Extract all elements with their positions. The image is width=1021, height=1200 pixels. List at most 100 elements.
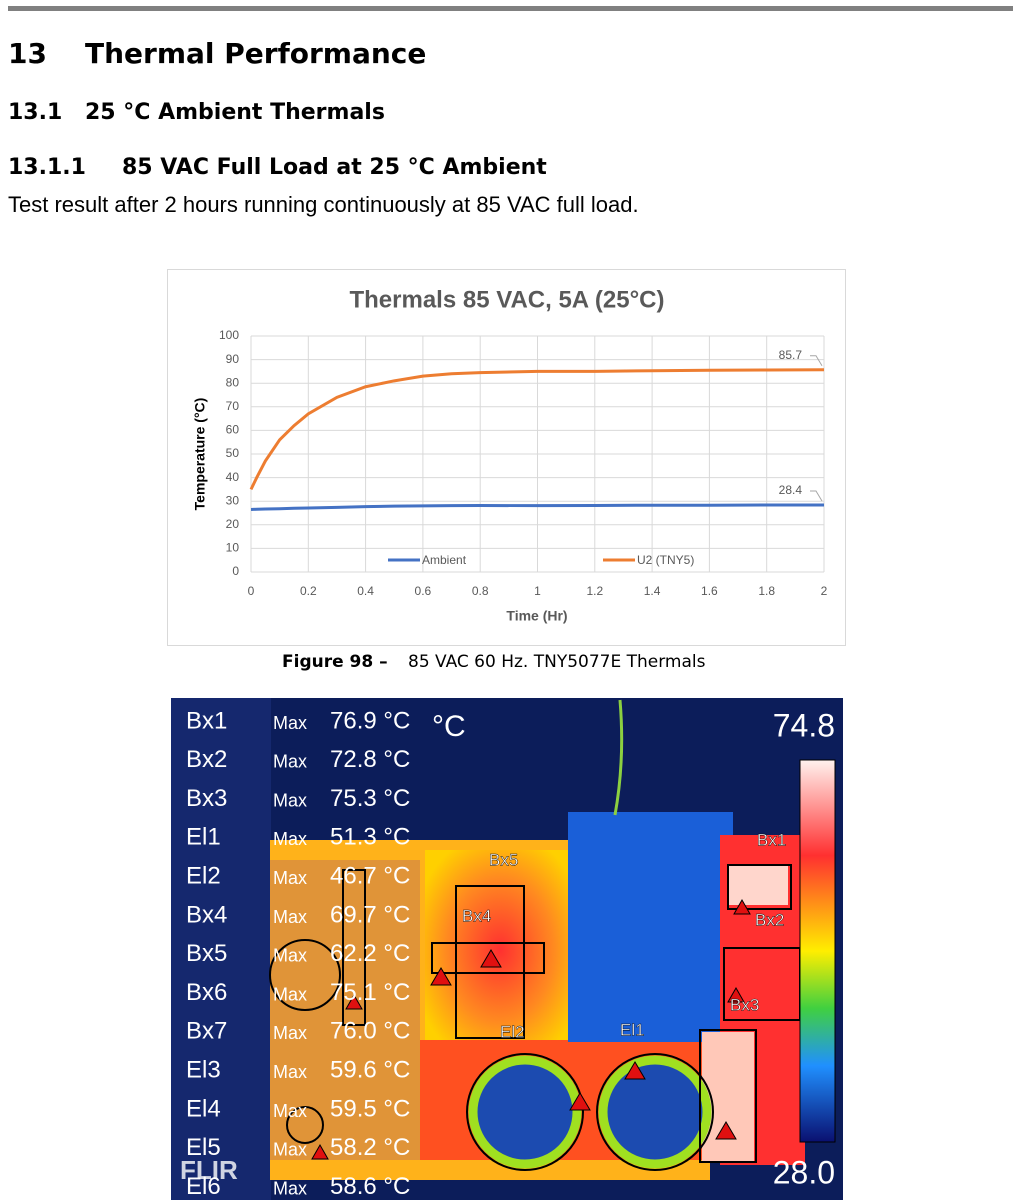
ellipse-marker — [596, 1053, 714, 1171]
thermal-region — [425, 850, 575, 1050]
x-axis-label: Time (Hr) — [506, 608, 567, 624]
subheading-number: 13.1 — [8, 100, 62, 125]
reading-name: Bx4 — [186, 901, 227, 928]
thermal-region — [702, 1032, 754, 1162]
x-tick-label: 1.6 — [701, 584, 718, 598]
reading-stat: Max — [273, 713, 307, 733]
subsubheading-title: 85 VAC Full Load at 25 °C Ambient — [122, 155, 547, 180]
reading-value: 58.6 °C — [330, 1173, 410, 1200]
scale-min: 28.0 — [773, 1154, 835, 1190]
y-tick-label: 0 — [232, 564, 239, 578]
reading-name: Bx6 — [186, 979, 227, 1006]
x-tick-label: 2 — [821, 584, 828, 598]
reading-name: El1 — [186, 824, 221, 851]
reading-value: 51.3 °C — [330, 824, 410, 851]
y-tick-label: 90 — [226, 352, 240, 366]
caption-label: Figure 98 – — [282, 652, 388, 672]
series-line — [249, 368, 825, 491]
x-tick-label: 0.2 — [300, 584, 317, 598]
x-tick-label: 0.4 — [357, 584, 374, 598]
reading-stat: Max — [273, 1101, 307, 1121]
x-tick-label: 1.4 — [644, 584, 661, 598]
overlay-label: Bx4 — [462, 906, 491, 925]
reading-stat: Max — [273, 907, 307, 927]
caption-text: 85 VAC 60 Hz. TNY5077E Thermals — [408, 652, 706, 672]
reading-name: Bx3 — [186, 785, 227, 812]
reading-value: 69.7 °C — [330, 901, 410, 928]
y-tick-label: 70 — [226, 399, 240, 413]
overlay-label: El1 — [620, 1020, 645, 1039]
heading-number: 13 — [8, 37, 47, 70]
reading-name: El3 — [186, 1057, 221, 1084]
x-tick-label: 1.8 — [758, 584, 775, 598]
reading-name: El4 — [186, 1095, 221, 1122]
box-markers — [342, 864, 801, 1163]
reading-stat: Max — [273, 790, 307, 810]
reading-name: El5 — [186, 1134, 221, 1161]
overlay-label: Bx1 — [757, 830, 786, 849]
overlay-label: Bx3 — [730, 995, 759, 1014]
overlay-label: Bx2 — [755, 910, 784, 929]
subheading-title: 25 °C Ambient Thermals — [85, 100, 385, 125]
thermal-region — [171, 698, 271, 1200]
reading-stat: Max — [273, 1140, 307, 1160]
chart: Thermals 85 VAC, 5A (25°C) Temperature (… — [167, 269, 846, 646]
series-line — [250, 503, 824, 511]
max-marker — [480, 949, 502, 968]
y-tick-label: 50 — [226, 446, 240, 460]
reading-value: 76.0 °C — [330, 1018, 410, 1045]
box-marker — [431, 942, 545, 974]
unit: °C — [432, 710, 466, 743]
reading-value: 58.2 °C — [330, 1134, 410, 1161]
fan — [468, 1055, 582, 1169]
reading-value: 75.1 °C — [330, 979, 410, 1006]
reading-value: 72.8 °C — [330, 746, 410, 773]
box-marker — [699, 1029, 757, 1163]
reading-name: Bx2 — [186, 746, 227, 773]
reading-value: 75.3 °C — [330, 785, 410, 812]
thermal-region — [728, 865, 788, 905]
max-markers — [311, 898, 751, 1160]
reading-value: 76.9 °C — [330, 707, 410, 734]
y-tick-label: 100 — [219, 328, 239, 342]
scale-max: 74.8 — [773, 707, 835, 743]
top-rule — [8, 6, 1013, 11]
reading-value: 59.6 °C — [330, 1057, 410, 1084]
fan — [598, 1055, 712, 1169]
reading-stat: Max — [273, 1023, 307, 1043]
max-marker — [624, 1061, 646, 1080]
y-tick-label: 60 — [226, 423, 240, 437]
reading-name: Bx1 — [186, 707, 227, 734]
overlay-label: Bx5 — [489, 850, 518, 869]
box-marker — [727, 864, 792, 910]
thermal-region — [568, 812, 733, 1042]
ellipse-marker — [466, 1053, 584, 1171]
y-tick-label: 10 — [226, 541, 240, 555]
x-tick-label: 1.2 — [586, 584, 603, 598]
overlay-label: El2 — [500, 1022, 525, 1041]
label-leader — [810, 490, 823, 502]
y-axis-label: Temperature (°C) — [192, 398, 208, 511]
y-tick-label: 30 — [226, 493, 240, 507]
max-marker — [733, 898, 751, 915]
data-label: 85.7 — [779, 348, 803, 362]
x-tick-label: 0 — [248, 584, 255, 598]
reading-stat: Max — [273, 752, 307, 772]
legend-label: Ambient — [422, 553, 467, 567]
max-marker — [727, 986, 745, 1003]
data-label: 28.4 — [779, 483, 803, 497]
reading-stat: Max — [273, 1062, 307, 1082]
reading-value: 59.5 °C — [330, 1095, 410, 1122]
max-marker — [311, 1143, 329, 1160]
color-scale — [799, 759, 836, 1143]
box-marker — [455, 885, 525, 1039]
box-marker — [342, 869, 366, 1026]
reading-name: Bx7 — [186, 1018, 227, 1045]
label-leader — [810, 355, 823, 367]
logo: FLIR — [180, 1155, 238, 1185]
reading-stat: Max — [273, 984, 307, 1004]
y-tick-label: 80 — [226, 375, 240, 389]
x-tick-label: 1 — [534, 584, 541, 598]
max-marker — [715, 1121, 737, 1140]
